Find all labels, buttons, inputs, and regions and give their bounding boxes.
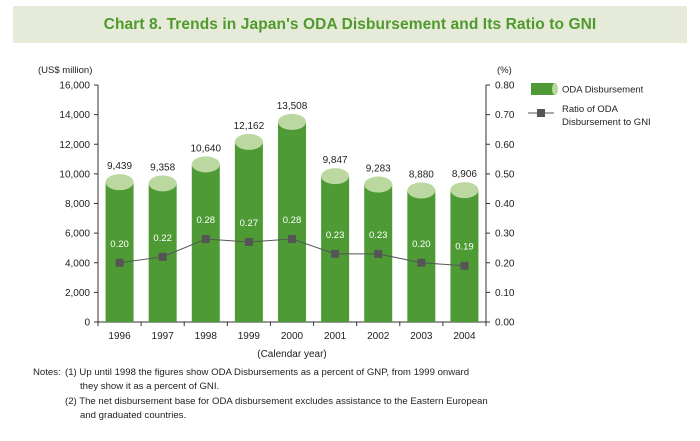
right-tick-label: 0.00	[495, 318, 515, 329]
ratio-value-label: 0.23	[369, 230, 388, 241]
right-tick-label: 0.10	[495, 288, 515, 299]
bar-top-2003	[407, 182, 436, 199]
note-1-line1: Up until 1998 the figures show ODA Disbu…	[79, 367, 470, 378]
right-tick-label: 0.70	[495, 110, 515, 121]
bar-value-label: 12,162	[234, 121, 265, 132]
ratio-point-1999	[244, 238, 253, 247]
x-tick-label: 2002	[367, 331, 390, 342]
ratio-value-label: 0.27	[240, 218, 259, 229]
x-tick-label: 2004	[453, 331, 476, 342]
ratio-point-1996	[115, 258, 124, 267]
note-2-marker: (2)	[65, 395, 77, 407]
left-tick-label: 8,000	[65, 199, 90, 210]
right-tick-label: 0.80	[495, 81, 515, 92]
ratio-point-2002	[374, 249, 383, 258]
note-1-continued: they show it as a percent of GNI.	[33, 380, 553, 394]
bar-top-2001	[321, 168, 350, 185]
legend-bar-swatch	[531, 83, 555, 95]
bar-1999	[234, 141, 263, 322]
bar-top-1998	[191, 156, 220, 173]
note-1-line2: they show it as a percent of GNI.	[80, 381, 220, 393]
bar-top-1996	[105, 174, 134, 191]
chart-notes: Notes: (1) Up until 1998 the figures sho…	[33, 366, 553, 423]
legend-bar-swatch-cap	[552, 83, 558, 95]
legend-bar-label: ODA Disbursement	[562, 85, 644, 96]
x-tick-label: 1998	[195, 331, 218, 342]
bar-value-label: 8,906	[452, 169, 477, 180]
bar-value-label: 9,439	[107, 161, 132, 172]
note-1-marker: (1)	[65, 367, 77, 378]
x-tick-label: 2003	[410, 331, 433, 342]
legend-line-label-2: Disbursement to GNI	[562, 117, 651, 128]
ratio-point-2000	[288, 235, 296, 244]
chart-title: Chart 8. Trends in Japan's ODA Disbursem…	[103, 15, 597, 33]
x-tick-label: 1997	[152, 331, 175, 342]
note-1: Notes: (1) Up until 1998 the figures sho…	[33, 366, 553, 380]
bar-value-label: 9,358	[150, 162, 175, 173]
bar-top-1997	[148, 175, 177, 192]
bar-top-1999	[234, 133, 263, 150]
x-tick-label: 1999	[238, 331, 261, 342]
bar-top-2000	[278, 113, 306, 130]
right-tick-label: 0.20	[495, 258, 515, 269]
ratio-value-label: 0.20	[412, 239, 431, 250]
ratio-value-label: 0.22	[153, 233, 172, 244]
x-tick-label: 1996	[108, 331, 131, 342]
legend-line-label-1: Ratio of ODA	[562, 104, 619, 115]
note-2-line2: and graduated countries.	[80, 409, 187, 421]
x-tick-label: 2000	[281, 331, 304, 342]
ratio-value-label: 0.28	[283, 215, 302, 226]
bar-2004	[450, 190, 479, 322]
ratio-point-1998	[201, 235, 210, 244]
bar-top-2002	[364, 176, 393, 193]
ratio-value-label: 0.19	[455, 242, 474, 253]
bar-2001	[321, 176, 350, 322]
x-tick-label: 2001	[324, 331, 347, 342]
right-axis-unit: (%)	[497, 65, 512, 76]
x-axis-title: (Calendar year)	[257, 349, 326, 360]
note-2-line1: The net disbursement base for ODA disbur…	[79, 395, 488, 407]
bar-value-label: 9,847	[323, 155, 348, 166]
left-tick-label: 14,000	[59, 110, 90, 121]
legend-marker-swatch	[537, 109, 545, 117]
bar-value-label: 13,508	[277, 101, 308, 112]
left-tick-label: 4,000	[65, 258, 90, 269]
bar-1996	[105, 182, 134, 322]
ratio-point-2001	[331, 249, 340, 258]
left-tick-label: 16,000	[59, 81, 90, 92]
right-tick-label: 0.40	[495, 199, 515, 210]
left-tick-label: 12,000	[59, 140, 90, 151]
ratio-point-1997	[158, 252, 167, 261]
chart-title-band: Chart 8. Trends in Japan's ODA Disbursem…	[13, 6, 687, 43]
note-2-continued: and graduated countries.	[33, 409, 553, 423]
right-tick-label: 0.60	[495, 140, 515, 151]
bar-value-label: 10,640	[190, 143, 221, 154]
ratio-value-label: 0.23	[326, 230, 345, 241]
notes-heading: Notes:	[33, 367, 61, 378]
ratio-value-label: 0.20	[110, 239, 129, 250]
left-tick-label: 10,000	[59, 169, 90, 180]
right-tick-label: 0.30	[495, 229, 515, 240]
right-tick-label: 0.50	[495, 169, 515, 180]
bar-2003	[407, 190, 436, 322]
left-tick-label: 2,000	[65, 288, 90, 299]
left-tick-label: 6,000	[65, 229, 90, 240]
bar-2000	[278, 121, 306, 322]
note-2: (2) The net disbursement base for ODA di…	[33, 395, 553, 409]
ratio-value-label: 0.28	[197, 215, 216, 226]
ratio-point-2004	[460, 261, 469, 270]
left-tick-label: 0	[84, 318, 90, 329]
left-axis-unit: (US$ million)	[38, 65, 92, 76]
ratio-point-2003	[417, 258, 426, 267]
bar-value-label: 9,283	[366, 163, 391, 174]
bar-top-2004	[450, 182, 479, 199]
bar-value-label: 8,880	[409, 169, 434, 180]
